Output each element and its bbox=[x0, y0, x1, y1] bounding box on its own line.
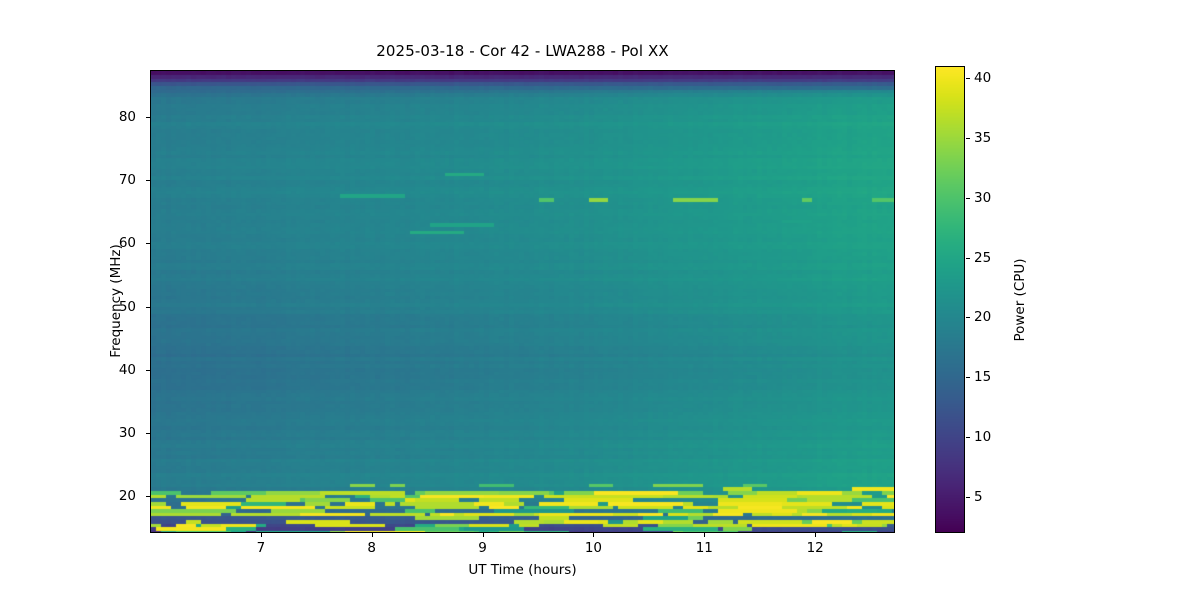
colorbar-tick-label: 25 bbox=[974, 249, 992, 266]
x-tick-label: 7 bbox=[256, 540, 266, 556]
x-tick-label: 9 bbox=[478, 540, 487, 556]
x-tick-label: 12 bbox=[806, 540, 824, 556]
y-tick-mark bbox=[146, 433, 150, 435]
colorbar-label-text: Power (CPU) bbox=[1012, 258, 1028, 342]
y-tick-label: 30 bbox=[118, 425, 136, 442]
colorbar-gradient bbox=[936, 67, 964, 532]
y-tick-mark bbox=[146, 306, 150, 308]
y-tick-mark bbox=[146, 369, 150, 371]
colorbar-tick-mark bbox=[966, 257, 970, 259]
y-tick-label: 80 bbox=[118, 108, 136, 125]
colorbar-tick-label: 15 bbox=[974, 369, 992, 386]
y-tick-label: 70 bbox=[118, 172, 136, 189]
colorbar-tick-label: 35 bbox=[974, 129, 992, 146]
figure-title: 2025-03-18 - Cor 42 - LWA288 - Pol XX bbox=[376, 42, 669, 60]
colorbar-tick-mark bbox=[966, 77, 970, 79]
x-tick-mark bbox=[593, 533, 595, 537]
x-axis-label: UT Time (hours) bbox=[468, 562, 577, 578]
colorbar-tick-mark bbox=[966, 197, 970, 199]
x-tick-mark bbox=[260, 533, 262, 537]
y-tick-label: 50 bbox=[118, 298, 136, 315]
colorbar-tick-mark bbox=[966, 137, 970, 139]
y-tick-mark bbox=[146, 180, 150, 182]
y-tick-label: 40 bbox=[118, 361, 136, 378]
colorbar-label: Power (CPU) bbox=[1012, 217, 1028, 341]
colorbar-tick-mark bbox=[966, 437, 970, 439]
y-tick-mark bbox=[146, 116, 150, 118]
colorbar-tick-label: 30 bbox=[974, 189, 992, 206]
spectrogram-axes[interactable] bbox=[150, 70, 895, 533]
colorbar-tick-label: 40 bbox=[974, 69, 992, 86]
spectrogram-image bbox=[151, 71, 894, 532]
colorbar-tick-label: 20 bbox=[974, 309, 992, 326]
colorbar-tick-label: 10 bbox=[974, 429, 992, 446]
y-axis-label-text: Frequency (MHz) bbox=[108, 244, 124, 358]
y-tick-mark bbox=[146, 243, 150, 245]
x-tick-label: 10 bbox=[584, 540, 603, 556]
colorbar-tick-mark bbox=[966, 317, 970, 319]
y-tick-label: 60 bbox=[118, 235, 136, 252]
x-tick-mark bbox=[371, 533, 373, 537]
colorbar-tick-mark bbox=[966, 497, 970, 499]
x-tick-label: 11 bbox=[695, 540, 713, 556]
y-tick-label: 20 bbox=[118, 488, 136, 505]
colorbar[interactable] bbox=[935, 66, 965, 533]
x-tick-mark bbox=[482, 533, 484, 537]
colorbar-tick-mark bbox=[966, 377, 970, 379]
y-tick-mark bbox=[146, 496, 150, 498]
x-tick-mark bbox=[704, 533, 706, 537]
x-tick-label: 8 bbox=[367, 540, 377, 556]
colorbar-tick-label: 5 bbox=[974, 489, 983, 506]
x-tick-mark bbox=[815, 533, 817, 537]
y-axis-label: Frequency (MHz) bbox=[108, 188, 124, 357]
